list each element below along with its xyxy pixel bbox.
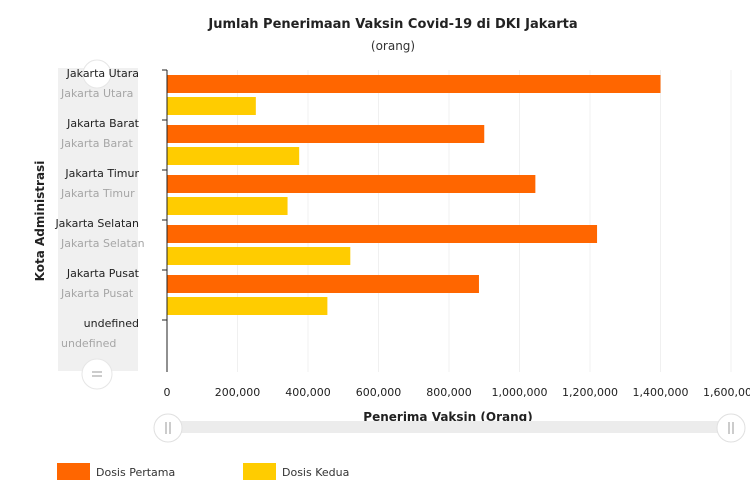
legend-swatch-dosis-kedua bbox=[243, 463, 276, 480]
category-scroll-label-jakarta-barat: Jakarta Barat bbox=[60, 137, 134, 150]
grip-lines-icon bbox=[165, 422, 171, 434]
bar-dosis-kedua-jakarta-barat[interactable] bbox=[167, 147, 300, 165]
bar-dosis-kedua-jakarta-selatan[interactable] bbox=[167, 247, 351, 265]
value-axis-labels: 0 200,000 400,000 600,000 800,000 1,000,000 1,… bbox=[164, 386, 750, 399]
bar-dosis-pertama-jakarta-barat[interactable] bbox=[167, 125, 485, 143]
y-axis-title: Kota Administrasi bbox=[33, 161, 47, 282]
horizontal-scroll-handle-left[interactable] bbox=[153, 413, 183, 443]
category-label-jakarta-barat: Jakarta Barat bbox=[66, 117, 140, 130]
x-tick-label: 1,000,000 bbox=[492, 386, 548, 399]
category-label-jakarta-selatan: Jakarta Selatan bbox=[54, 217, 139, 230]
legend: Dosis Pertama Dosis Kedua bbox=[57, 463, 349, 480]
x-tick-label: 400,000 bbox=[285, 386, 331, 399]
legend-label-dosis-kedua: Dosis Kedua bbox=[282, 466, 349, 479]
vertical-scroll-track[interactable] bbox=[58, 68, 138, 371]
x-tick-label: 1,200,000 bbox=[562, 386, 618, 399]
category-label-jakarta-timur: Jakarta Timur bbox=[64, 167, 139, 180]
vertical-scroll-handle-bottom[interactable] bbox=[81, 358, 113, 390]
x-tick-label: 1,400,000 bbox=[633, 386, 689, 399]
category-scroll-label-undefined: undefined bbox=[61, 337, 116, 350]
category-scroll-label-jakarta-timur: Jakarta Timur bbox=[60, 187, 135, 200]
vertical-scroll-handle-top[interactable] bbox=[82, 59, 112, 89]
bars bbox=[167, 75, 661, 315]
chart-title: Jumlah Penerimaan Vaksin Covid-19 di DKI… bbox=[207, 17, 577, 32]
category-scroll-label-jakarta-utara: Jakarta Utara bbox=[60, 87, 133, 100]
bar-dosis-pertama-jakarta-selatan[interactable] bbox=[167, 225, 598, 243]
category-label-undefined: undefined bbox=[84, 317, 139, 330]
bar-dosis-pertama-jakarta-timur[interactable] bbox=[167, 175, 536, 193]
horizontal-scroll-track[interactable] bbox=[167, 421, 731, 433]
category-scroll-label-jakarta-selatan: Jakarta Selatan bbox=[60, 237, 145, 250]
x-axis-title: Penerima Vaksin (Orang) bbox=[363, 410, 532, 424]
legend-item-dosis-pertama[interactable]: Dosis Pertama bbox=[57, 463, 175, 480]
category-scroll-label-jakarta-pusat: Jakarta Pusat bbox=[60, 287, 134, 300]
grip-lines-icon bbox=[728, 422, 734, 434]
x-tick-label: 0 bbox=[164, 386, 171, 399]
category-label-jakarta-utara: Jakarta Utara bbox=[66, 67, 139, 80]
bar-dosis-kedua-jakarta-utara[interactable] bbox=[167, 97, 256, 115]
x-tick-label: 1,600,000 bbox=[703, 386, 750, 399]
bar-dosis-pertama-jakarta-utara[interactable] bbox=[167, 75, 661, 93]
horizontal-scroll-handle-right[interactable] bbox=[716, 413, 746, 443]
x-tick-label: 600,000 bbox=[356, 386, 402, 399]
bar-dosis-kedua-jakarta-timur[interactable] bbox=[167, 197, 288, 215]
x-tick-label: 800,000 bbox=[426, 386, 472, 399]
legend-label-dosis-pertama: Dosis Pertama bbox=[96, 466, 175, 479]
grip-lines-icon bbox=[92, 371, 102, 377]
x-tick-label: 200,000 bbox=[215, 386, 261, 399]
legend-item-dosis-kedua[interactable]: Dosis Kedua bbox=[243, 463, 349, 480]
category-labels: Jakarta Utara Jakarta Utara Jakarta Barat J… bbox=[54, 67, 167, 350]
legend-swatch-dosis-pertama bbox=[57, 463, 90, 480]
chart-subtitle: (orang) bbox=[371, 39, 415, 53]
bar-dosis-kedua-jakarta-pusat[interactable] bbox=[167, 297, 328, 315]
bar-dosis-pertama-jakarta-pusat[interactable] bbox=[167, 275, 479, 293]
grid-lines bbox=[166, 70, 732, 372]
category-label-jakarta-pusat: Jakarta Pusat bbox=[66, 267, 140, 280]
